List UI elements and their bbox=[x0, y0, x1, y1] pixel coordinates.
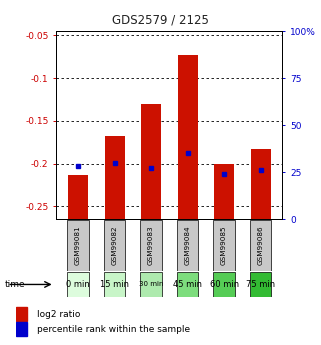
Text: 75 min: 75 min bbox=[246, 280, 275, 289]
Bar bbox=[213, 272, 235, 297]
Bar bbox=[104, 220, 125, 271]
Bar bbox=[105, 136, 125, 219]
Bar bbox=[177, 272, 198, 297]
Text: percentile rank within the sample: percentile rank within the sample bbox=[37, 325, 190, 334]
Text: 15 min: 15 min bbox=[100, 280, 129, 289]
Bar bbox=[251, 149, 271, 219]
Text: 60 min: 60 min bbox=[210, 280, 239, 289]
Bar bbox=[140, 272, 162, 297]
Bar bbox=[104, 272, 125, 297]
Text: GSM99084: GSM99084 bbox=[185, 226, 191, 265]
Bar bbox=[16, 322, 27, 336]
Bar bbox=[16, 307, 27, 321]
Bar bbox=[141, 104, 161, 219]
Text: log2 ratio: log2 ratio bbox=[37, 310, 80, 319]
Text: 30 min: 30 min bbox=[139, 282, 163, 287]
Text: GDS2579 / 2125: GDS2579 / 2125 bbox=[112, 13, 209, 26]
Bar bbox=[177, 220, 198, 271]
Text: time: time bbox=[5, 280, 25, 289]
Text: 45 min: 45 min bbox=[173, 280, 202, 289]
Text: GSM99081: GSM99081 bbox=[75, 226, 81, 265]
Bar bbox=[140, 220, 162, 271]
Text: GSM99083: GSM99083 bbox=[148, 226, 154, 265]
Bar bbox=[213, 220, 235, 271]
Bar bbox=[68, 175, 88, 219]
Bar bbox=[67, 272, 89, 297]
Bar bbox=[214, 164, 234, 219]
Text: GSM99085: GSM99085 bbox=[221, 226, 227, 265]
Text: GSM99086: GSM99086 bbox=[257, 226, 264, 265]
Bar bbox=[250, 272, 271, 297]
Text: 0 min: 0 min bbox=[66, 280, 90, 289]
Bar bbox=[250, 220, 271, 271]
Text: GSM99082: GSM99082 bbox=[112, 226, 117, 265]
Bar bbox=[178, 55, 198, 219]
Bar bbox=[67, 220, 89, 271]
